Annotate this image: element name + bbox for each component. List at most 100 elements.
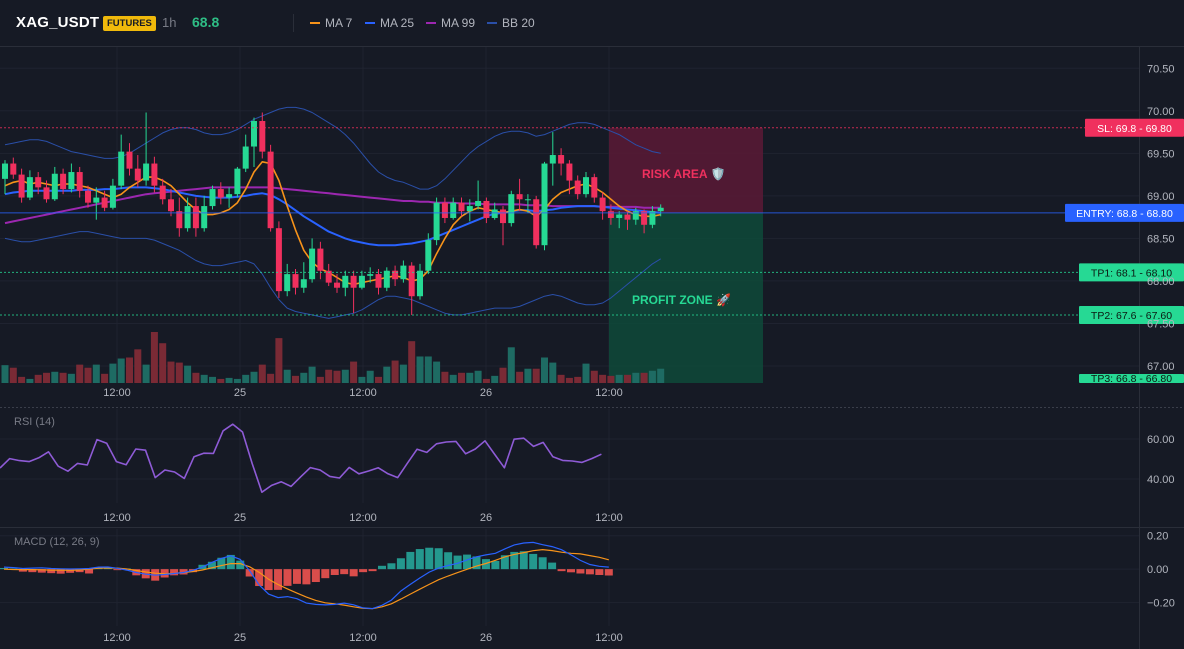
candle-body: [43, 187, 50, 200]
rsi-line: [0, 423, 602, 494]
macd-histogram-bar: [519, 551, 528, 570]
last-price: 68.8: [192, 14, 220, 30]
candle-body: [151, 163, 158, 186]
rsi-pane: RSI (14) 60.00 40.00: [0, 416, 1175, 494]
macd-histogram-bar: [292, 569, 301, 584]
volume-bar: [599, 374, 607, 383]
candle-body: [541, 163, 548, 246]
volume-bar: [624, 374, 631, 383]
candle-body: [217, 189, 224, 198]
macd-histogram-bar: [330, 569, 339, 575]
legend-bb20[interactable]: BB 20: [487, 16, 535, 30]
macd-histogram-bar: [548, 562, 557, 570]
volume-bar: [424, 356, 432, 383]
volume-bar: [482, 378, 490, 383]
candle-body: [85, 190, 91, 203]
interval-label[interactable]: 1h: [162, 15, 177, 30]
legend-ma7[interactable]: MA 7: [310, 16, 352, 30]
entry-tag-bg: [1065, 203, 1184, 222]
candle-body: [616, 214, 623, 218]
rsi-tick-label: 60.00: [1147, 434, 1175, 446]
candle-body: [599, 197, 606, 212]
candle-body: [101, 197, 108, 208]
legend-ma99[interactable]: MA 99: [426, 16, 475, 30]
macd-histogram-bar: [236, 560, 245, 570]
candle-body: [491, 209, 498, 218]
candle-body: [176, 211, 183, 229]
volume-bar: [242, 374, 250, 383]
volume-bar: [358, 376, 366, 383]
macd-histogram-bar: [321, 569, 330, 579]
candle-body: [267, 151, 274, 229]
volume-bar: [233, 378, 241, 383]
macd-histogram-bar: [576, 569, 585, 574]
candle-body: [392, 270, 399, 280]
candle-body: [475, 200, 482, 207]
volume-bar: [449, 374, 457, 383]
macd-histogram-bar: [349, 569, 358, 577]
volume-bar: [375, 376, 382, 383]
macd-histogram-bar: [510, 551, 519, 570]
volume-bar: [516, 371, 524, 383]
macd-histogram-bar: [179, 569, 188, 575]
macd-histogram-bar: [368, 569, 377, 572]
legend-ma25[interactable]: MA 25: [365, 16, 414, 30]
time-tick-label: 25: [234, 632, 246, 644]
volume-bar: [433, 361, 441, 383]
macd-histogram-bar: [595, 569, 604, 575]
candlesticks: [2, 112, 664, 315]
symbol-name[interactable]: XAG_USDT: [16, 14, 100, 31]
candle-body: [143, 163, 150, 181]
volume-bar: [308, 366, 316, 383]
candle-body: [375, 274, 382, 288]
macd-signal-line: [3, 548, 609, 610]
candle-body: [309, 248, 316, 280]
price-tick-label: 68.00: [1147, 276, 1175, 288]
volume-bar: [541, 357, 548, 383]
tp2-tag: TP2: 67.6 - 67.60: [1091, 310, 1172, 322]
legend-swatch: [487, 22, 497, 24]
volume-bar: [532, 368, 540, 383]
volume-bar: [350, 361, 358, 383]
macd-histogram-bar: [37, 569, 46, 573]
candle-body: [408, 265, 415, 297]
candle-body: [441, 202, 448, 218]
time-tick-label: 25: [234, 387, 246, 399]
volume-bar: [117, 358, 125, 383]
price-tick-label: 70.50: [1147, 63, 1175, 75]
candle-body: [649, 211, 656, 225]
time-tick-label: 12:00: [103, 632, 131, 644]
volume-bar: [92, 364, 100, 383]
volume-bar: [26, 378, 34, 383]
volume-bar: [150, 332, 158, 383]
trade-zones: RISK AREA 🛡️ PROFIT ZONE 🚀: [609, 127, 763, 383]
volume-bar: [9, 367, 17, 383]
volume-bar: [59, 372, 67, 383]
price-tick-label: 70.00: [1147, 106, 1175, 118]
volume-bar: [574, 376, 582, 383]
volume-bar: [615, 374, 623, 383]
tp2-tag-bg: [1079, 305, 1184, 324]
price-tick-label: 69.50: [1147, 148, 1175, 160]
volume-bar: [1, 365, 9, 383]
candle-body: [574, 180, 581, 195]
volume-bar: [565, 377, 573, 383]
candle-body: [226, 194, 233, 198]
profit-zone: [609, 212, 763, 383]
volume-bars: [1, 332, 665, 383]
candle-body: [284, 274, 291, 292]
candle-body: [300, 279, 307, 288]
candle-body: [126, 151, 133, 169]
macd-histogram-bar: [557, 569, 566, 572]
macd-tick-label: −0.20: [1147, 598, 1175, 610]
candle-body: [458, 202, 465, 212]
volume-bar: [325, 369, 333, 383]
legend-label: BB 20: [502, 16, 535, 30]
volume-bar: [632, 372, 640, 383]
macd-histogram-bar: [207, 561, 216, 570]
legend-swatch: [426, 22, 436, 24]
macd-histogram-bar: [415, 549, 424, 570]
macd-histogram-bar: [472, 556, 481, 570]
macd-histogram-bar: [481, 559, 490, 570]
